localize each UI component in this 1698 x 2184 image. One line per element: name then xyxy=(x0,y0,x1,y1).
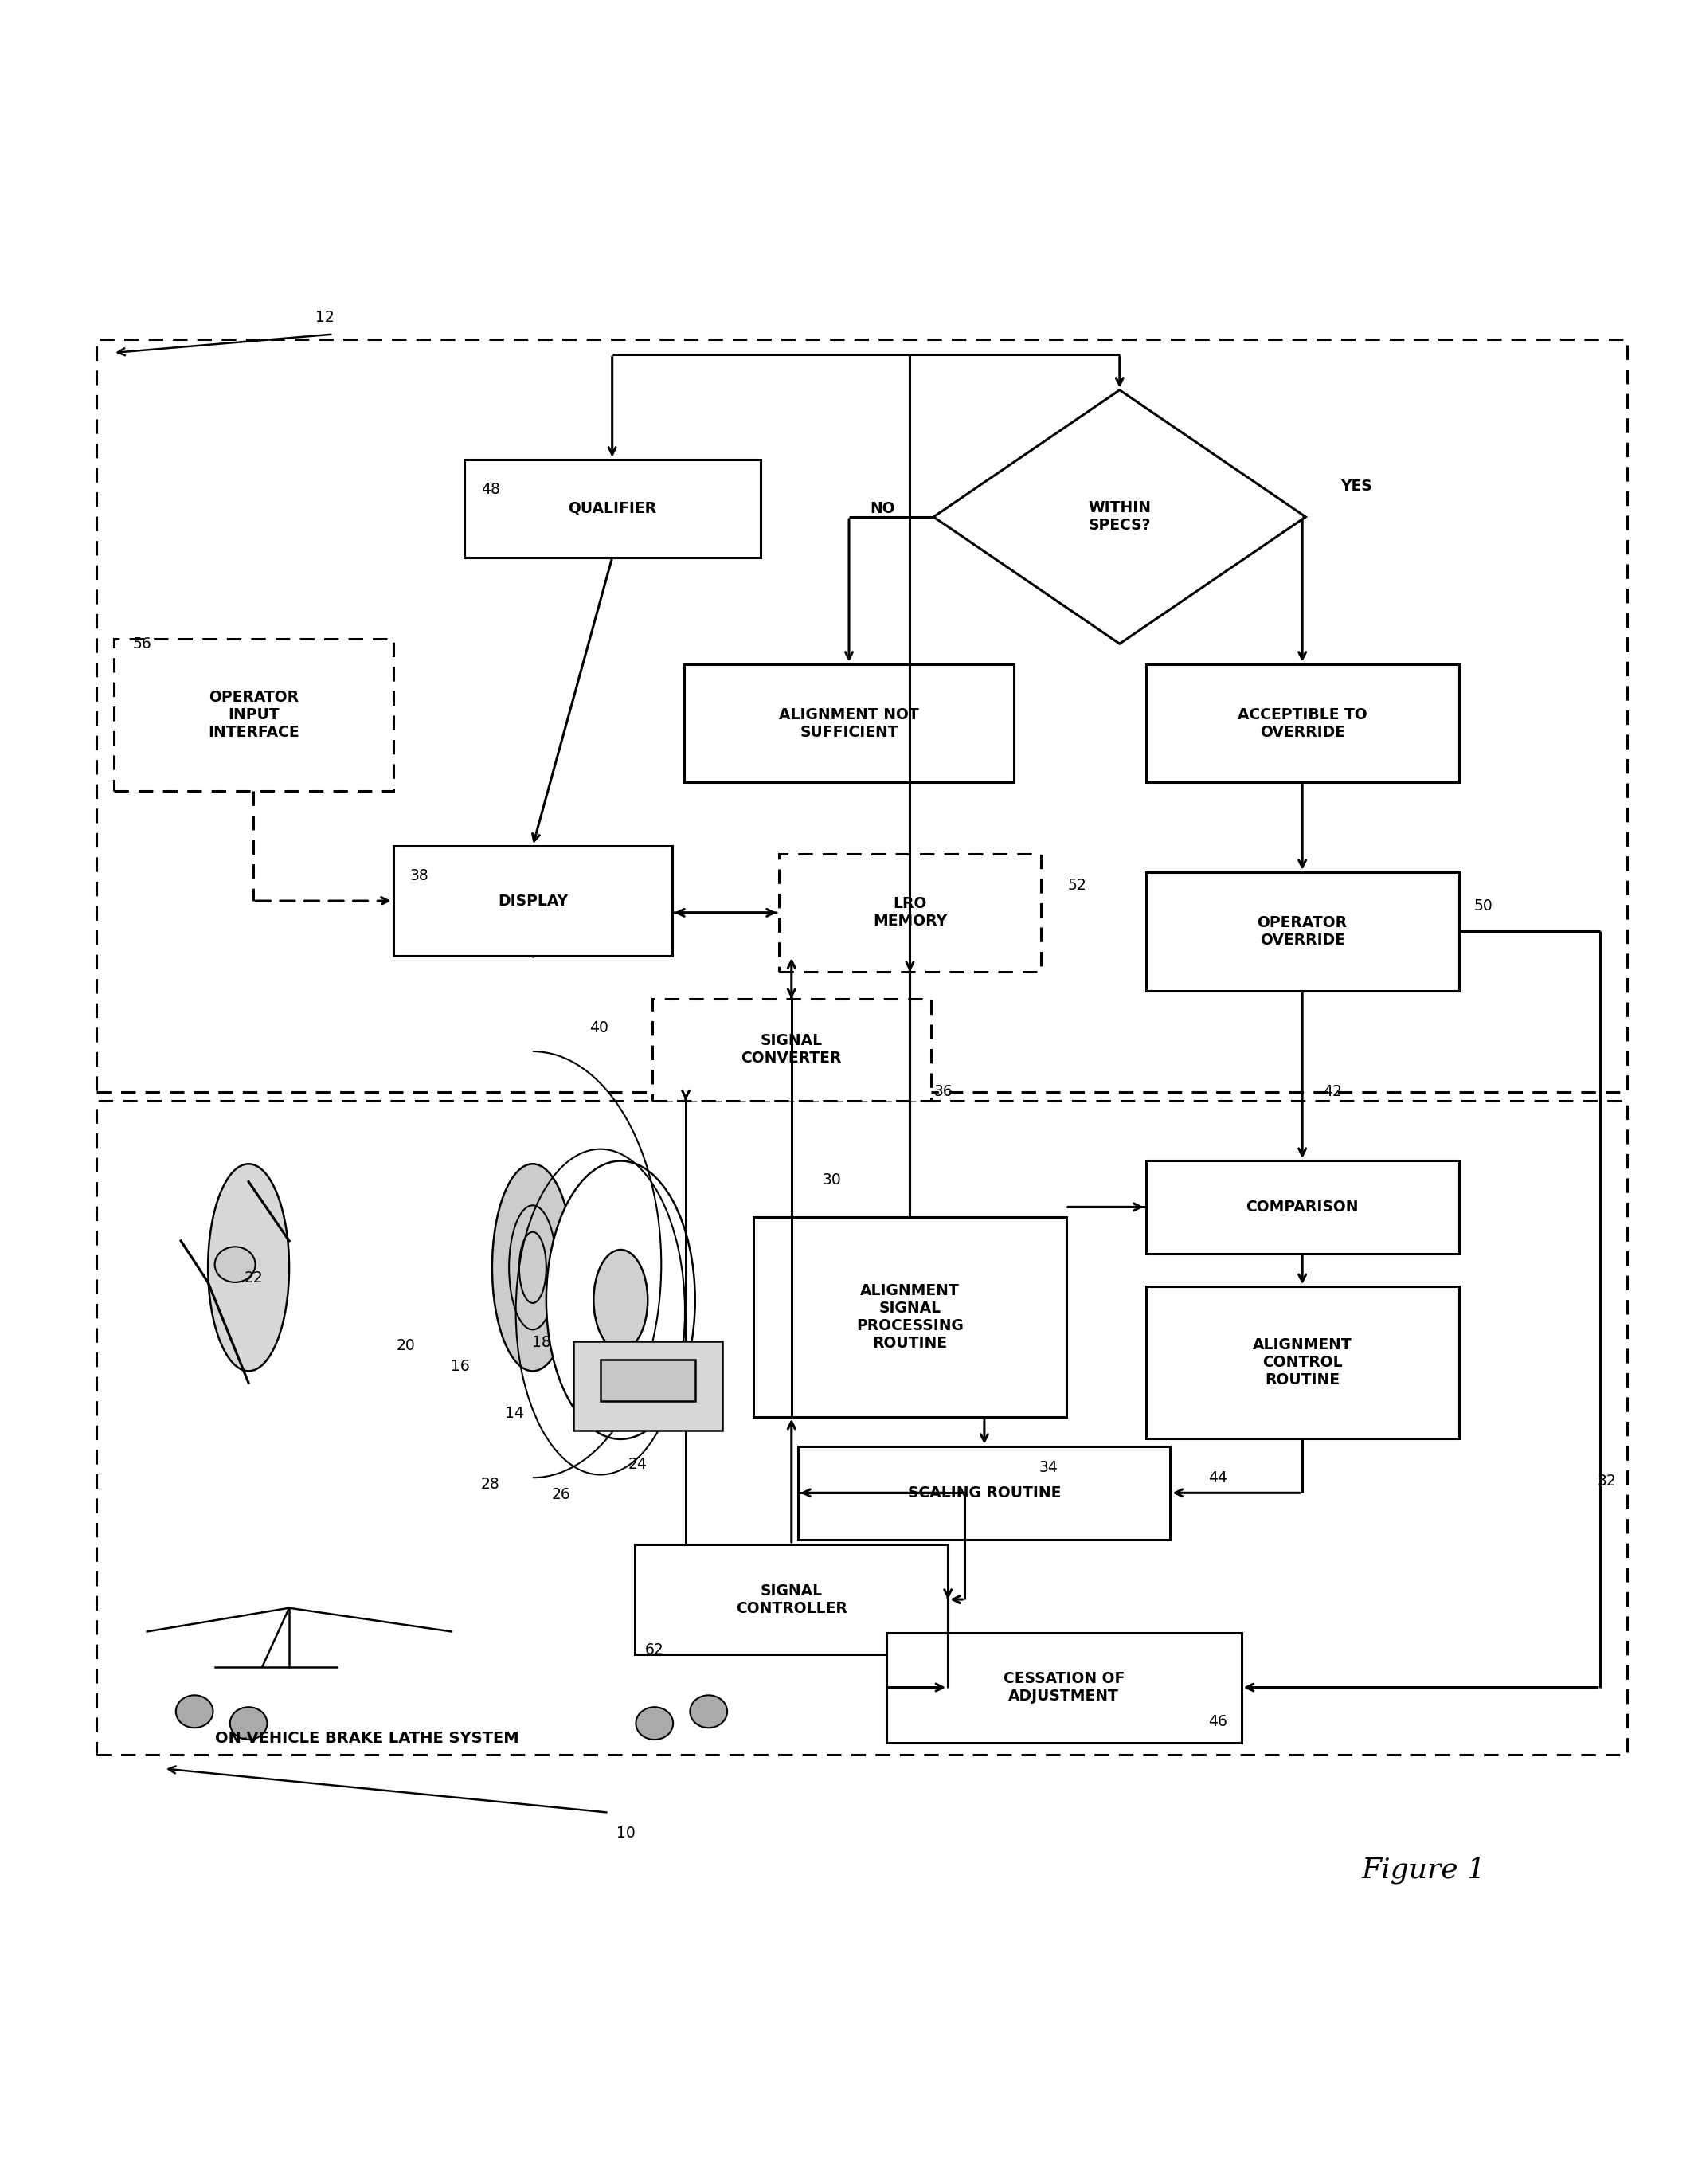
Text: OPERATOR
INPUT
INTERFACE: OPERATOR INPUT INTERFACE xyxy=(207,690,299,740)
Text: 26: 26 xyxy=(552,1487,571,1503)
Bar xyxy=(635,1544,947,1655)
Text: SIGNAL
CONVERTER: SIGNAL CONVERTER xyxy=(740,1033,842,1066)
Text: ACCEPTIBLE TO
OVERRIDE: ACCEPTIBLE TO OVERRIDE xyxy=(1238,708,1367,740)
Text: 18: 18 xyxy=(531,1334,550,1350)
Ellipse shape xyxy=(207,1164,289,1372)
Text: 56: 56 xyxy=(132,636,151,651)
Polygon shape xyxy=(234,1431,708,1500)
Text: 50: 50 xyxy=(1474,898,1493,913)
Polygon shape xyxy=(248,1164,533,1372)
Text: LRO
MEMORY: LRO MEMORY xyxy=(873,895,947,928)
Bar xyxy=(779,854,1041,972)
Text: NO: NO xyxy=(871,500,895,515)
Text: 24: 24 xyxy=(628,1457,647,1472)
Polygon shape xyxy=(234,1372,708,1431)
Polygon shape xyxy=(574,1341,722,1431)
Text: 36: 36 xyxy=(934,1085,953,1099)
Ellipse shape xyxy=(177,1695,212,1728)
Text: 14: 14 xyxy=(504,1406,523,1422)
Text: 28: 28 xyxy=(481,1476,499,1492)
Text: ON-VEHICLE BRAKE LATHE SYSTEM: ON-VEHICLE BRAKE LATHE SYSTEM xyxy=(216,1730,520,1745)
Bar xyxy=(97,339,1627,1092)
Text: CESSATION OF
ADJUSTMENT: CESSATION OF ADJUSTMENT xyxy=(1004,1671,1124,1704)
Ellipse shape xyxy=(594,1249,647,1350)
Text: QUALIFIER: QUALIFIER xyxy=(567,500,657,515)
Polygon shape xyxy=(601,1358,694,1400)
Text: 40: 40 xyxy=(589,1020,608,1035)
Text: 46: 46 xyxy=(1209,1714,1228,1730)
Bar xyxy=(1146,664,1459,782)
Text: 12: 12 xyxy=(316,310,335,325)
Ellipse shape xyxy=(635,1708,672,1741)
Text: OPERATOR
OVERRIDE: OPERATOR OVERRIDE xyxy=(1257,915,1347,948)
Text: ALIGNMENT
SIGNAL
PROCESSING
ROUTINE: ALIGNMENT SIGNAL PROCESSING ROUTINE xyxy=(856,1284,963,1352)
Text: 42: 42 xyxy=(1323,1085,1341,1099)
Text: DISPLAY: DISPLAY xyxy=(498,893,567,909)
Text: 38: 38 xyxy=(409,867,430,882)
Ellipse shape xyxy=(526,1123,715,1479)
Text: 34: 34 xyxy=(1039,1459,1058,1474)
Bar xyxy=(394,845,672,957)
Bar xyxy=(464,459,761,557)
Polygon shape xyxy=(148,1631,756,1708)
Text: ALIGNMENT
CONTROL
ROUTINE: ALIGNMENT CONTROL ROUTINE xyxy=(1253,1337,1352,1387)
Bar xyxy=(97,1101,1627,1756)
Polygon shape xyxy=(934,391,1306,644)
Bar xyxy=(1146,1160,1459,1254)
Text: 44: 44 xyxy=(1209,1470,1228,1485)
Polygon shape xyxy=(708,1372,756,1500)
Ellipse shape xyxy=(547,1162,694,1439)
Text: 48: 48 xyxy=(481,483,499,498)
Bar xyxy=(114,638,394,791)
Text: 52: 52 xyxy=(1068,878,1087,893)
Bar xyxy=(652,998,931,1101)
Text: 20: 20 xyxy=(396,1339,416,1354)
Text: 30: 30 xyxy=(822,1173,842,1188)
Bar xyxy=(1146,871,1459,992)
Text: Figure 1: Figure 1 xyxy=(1362,1856,1486,1885)
Text: 16: 16 xyxy=(450,1358,469,1374)
Text: WITHIN
SPECS?: WITHIN SPECS? xyxy=(1088,500,1151,533)
Polygon shape xyxy=(261,1241,316,1631)
Text: YES: YES xyxy=(1341,478,1372,494)
Bar xyxy=(754,1216,1066,1417)
Polygon shape xyxy=(148,1708,756,1725)
Bar xyxy=(886,1631,1241,1743)
Ellipse shape xyxy=(229,1708,267,1741)
Text: COMPARISON: COMPARISON xyxy=(1246,1199,1358,1214)
Bar xyxy=(798,1446,1170,1540)
Text: SIGNAL
CONTROLLER: SIGNAL CONTROLLER xyxy=(735,1583,847,1616)
Ellipse shape xyxy=(214,1247,255,1282)
Bar xyxy=(1146,1286,1459,1439)
Text: 62: 62 xyxy=(645,1642,664,1658)
Ellipse shape xyxy=(689,1695,727,1728)
Text: 32: 32 xyxy=(1598,1474,1616,1489)
Text: ALIGNMENT NOT
SUFFICIENT: ALIGNMENT NOT SUFFICIENT xyxy=(779,708,919,740)
Bar xyxy=(684,664,1014,782)
Ellipse shape xyxy=(492,1164,574,1372)
Text: 22: 22 xyxy=(245,1271,263,1286)
Text: 10: 10 xyxy=(616,1826,635,1841)
Text: SCALING ROUTINE: SCALING ROUTINE xyxy=(908,1485,1061,1500)
